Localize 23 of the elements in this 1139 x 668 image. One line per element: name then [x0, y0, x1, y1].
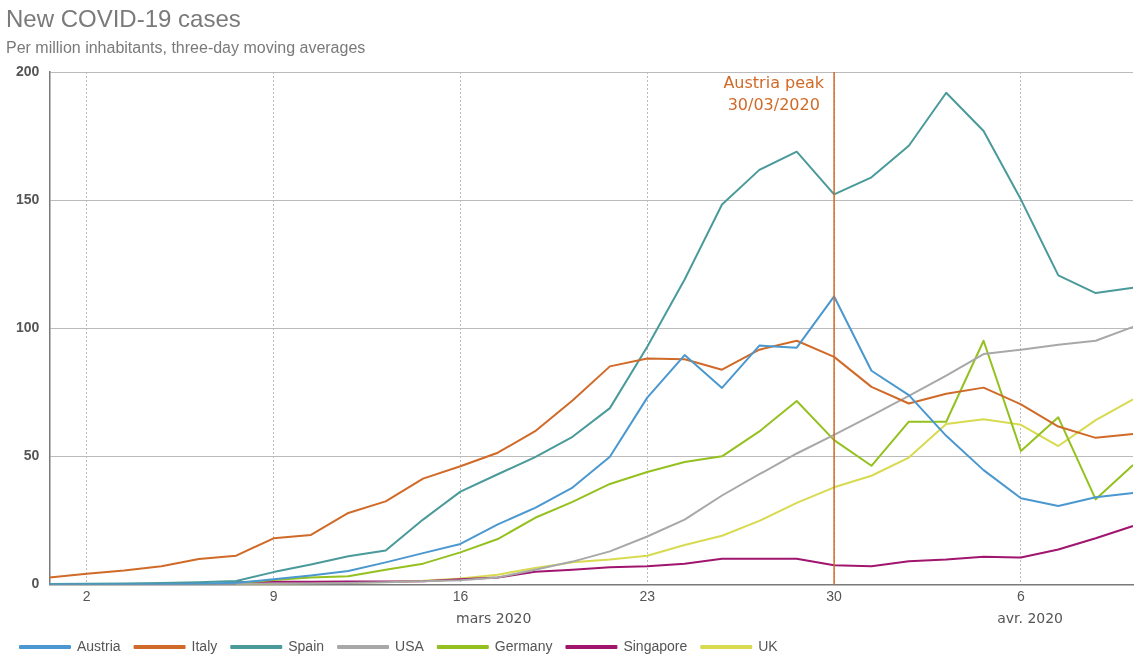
legend-label: Italy — [191, 637, 218, 654]
y-tick-label: 50 — [23, 447, 40, 464]
x-tick-label: 6 — [1017, 587, 1026, 604]
ref-line-label: Austria peak 30/03/2020 — [723, 73, 825, 115]
legend-label: Singapore — [623, 637, 688, 654]
x-tick-label: 2 — [82, 587, 91, 604]
y-tick-label: 200 — [16, 62, 40, 79]
y-tick-label: 0 — [31, 575, 40, 592]
y-tick-label: 100 — [16, 319, 40, 336]
x-tick-label: 30 — [826, 587, 843, 604]
x-tick-label: 9 — [269, 587, 278, 604]
x-tick-label: 23 — [639, 587, 656, 604]
legend-label: Germany — [494, 637, 553, 654]
chart-subtitle: Per million inhabitants, three-day moving averages — [6, 38, 366, 56]
text: mars 2020 — [455, 610, 532, 627]
y-tick-label: 150 — [16, 190, 40, 207]
legend-label: UK — [758, 637, 779, 654]
legend-label: Spain — [288, 637, 325, 654]
x-tick-label: 16 — [452, 587, 469, 604]
text: avr. 2020 — [997, 610, 1064, 627]
chart-title: New COVID-19 cases — [6, 5, 241, 33]
legend-label: USA — [395, 637, 425, 654]
legend-label: Austria — [77, 637, 121, 654]
